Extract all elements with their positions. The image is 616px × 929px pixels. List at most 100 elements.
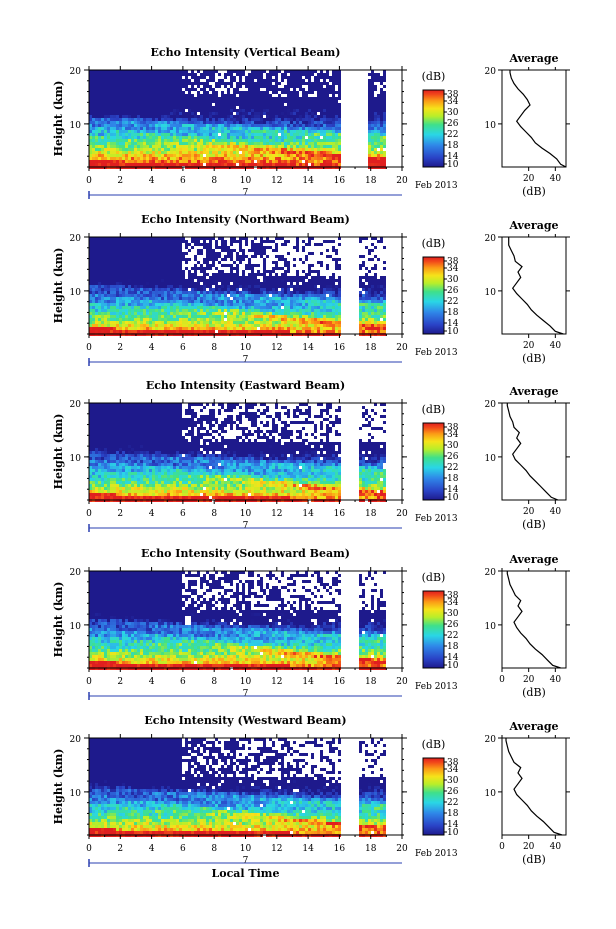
heatmap-cell [89, 312, 92, 315]
heatmap-cell [251, 100, 254, 103]
heatmap-cell [110, 148, 113, 151]
heatmap-cell [152, 246, 155, 249]
heatmap-cell [152, 106, 155, 109]
heatmap-cell [101, 282, 104, 285]
heatmap-cell [119, 249, 122, 252]
heatmap-cell [131, 91, 134, 94]
heatmap-cell [116, 258, 119, 261]
heatmap-cell [149, 118, 152, 121]
heatmap-cell [260, 145, 263, 148]
heatmap-cell [248, 306, 251, 309]
heatmap-cell [266, 276, 269, 279]
heatmap-cell [170, 237, 173, 240]
heatmap-cell [209, 249, 212, 252]
heatmap-cell [215, 91, 218, 94]
heatmap-cell [302, 127, 305, 130]
heatmap-cell [191, 285, 194, 288]
heatmap-cell [239, 163, 242, 166]
heatmap-cell [230, 142, 233, 145]
heatmap-cell [176, 154, 179, 157]
heatmap-cell [191, 318, 194, 321]
heatmap-cell [305, 118, 308, 121]
heatmap-cell [284, 264, 287, 267]
heatmap-cell [209, 306, 212, 309]
heatmap-cell [212, 79, 215, 82]
heatmap-cell [380, 124, 383, 127]
heatmap-cell [209, 94, 212, 97]
heatmap-cell [224, 324, 227, 327]
heatmap-cell [293, 300, 296, 303]
heatmap-cell [89, 309, 92, 312]
heatmap-cell [266, 106, 269, 109]
heatmap-cell [275, 318, 278, 321]
heatmap-cell [95, 249, 98, 252]
heatmap-cell [179, 115, 182, 118]
heatmap-cell [128, 312, 131, 315]
heatmap-cell [326, 142, 329, 145]
heatmap-cell [224, 282, 227, 285]
heatmap-cell [182, 70, 185, 73]
heatmap-cell [212, 306, 215, 309]
heatmap-cell [146, 276, 149, 279]
heatmap-cell [149, 76, 152, 79]
heatmap-cell [146, 163, 149, 166]
heatmap-cell [233, 273, 236, 276]
heatmap-cell [116, 288, 119, 291]
heatmap-cell [128, 315, 131, 318]
heatmap-cell [305, 148, 308, 151]
heatmap-cell [185, 157, 188, 160]
heatmap-cell [287, 163, 290, 166]
heatmap-cell [323, 142, 326, 145]
heatmap-cell [125, 276, 128, 279]
heatmap-cell [116, 282, 119, 285]
heatmap-cell [296, 121, 299, 124]
heatmap-cell [248, 276, 251, 279]
heatmap-cell [287, 276, 290, 279]
heatmap-cell [164, 324, 167, 327]
heatmap-cell [119, 94, 122, 97]
heatmap-cell [311, 100, 314, 103]
heatmap-cell [368, 91, 371, 94]
heatmap-cell [164, 88, 167, 91]
heatmap-cell [104, 79, 107, 82]
heatmap-cell [257, 309, 260, 312]
heatmap-cell [170, 288, 173, 291]
heatmap-cell [227, 285, 230, 288]
heatmap-cell [167, 85, 170, 88]
heatmap-cell [167, 142, 170, 145]
heatmap-cell [158, 300, 161, 303]
heatmap-cell [209, 279, 212, 282]
heatmap-cell [89, 267, 92, 270]
heatmap-cell [251, 285, 254, 288]
heatmap-cell [158, 264, 161, 267]
heatmap-cell [383, 70, 386, 73]
heatmap-cell [173, 148, 176, 151]
heatmap-cell [287, 160, 290, 163]
heatmap-cell [263, 103, 266, 106]
heatmap-cell [272, 312, 275, 315]
heatmap-cell [119, 270, 122, 273]
heatmap-cell [107, 276, 110, 279]
heatmap-cell [383, 154, 386, 157]
heatmap-cell [329, 91, 332, 94]
heatmap-cell [170, 154, 173, 157]
heatmap-cell [254, 300, 257, 303]
heatmap-cell [257, 88, 260, 91]
heatmap-cell [146, 309, 149, 312]
heatmap-cell [167, 258, 170, 261]
heatmap-cell [185, 330, 188, 333]
heatmap-cell [98, 82, 101, 85]
heatmap-cell [143, 309, 146, 312]
heatmap-cell [224, 288, 227, 291]
heatmap-cell [101, 252, 104, 255]
heatmap-cell [233, 133, 236, 136]
heatmap-cell [137, 103, 140, 106]
heatmap-cell [158, 145, 161, 148]
heatmap-cell [233, 288, 236, 291]
heatmap-cell [200, 112, 203, 115]
heatmap-cell [296, 130, 299, 133]
heatmap-cell [122, 324, 125, 327]
heatmap-cell [200, 279, 203, 282]
heatmap-cell [269, 309, 272, 312]
heatmap-cell [143, 94, 146, 97]
